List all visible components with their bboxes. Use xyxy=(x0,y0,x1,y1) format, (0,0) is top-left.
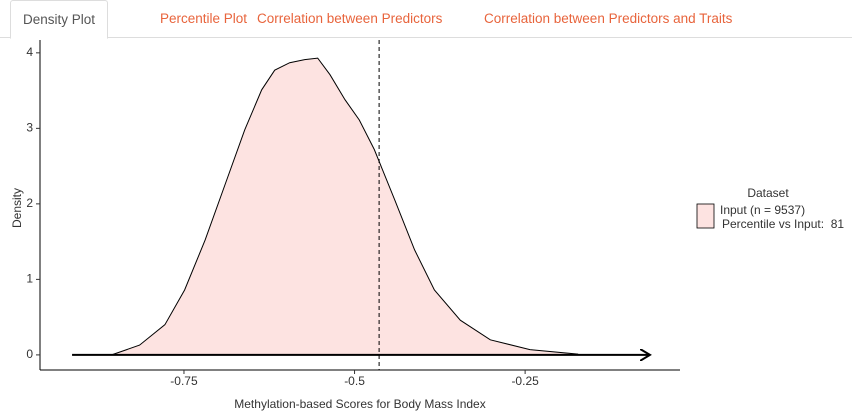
x-tick-label: -0.75 xyxy=(170,374,198,388)
y-tick-label: 1 xyxy=(26,272,33,286)
x-axis-title: Methylation-based Scores for Body Mass I… xyxy=(234,397,485,411)
y-axis-title: Density xyxy=(10,188,24,228)
tab[interactable]: Correlation between Predictors xyxy=(257,11,443,26)
legend-label: Input (n = 9537) xyxy=(720,203,805,217)
x-tick-label: -0.5 xyxy=(344,374,365,388)
tab[interactable]: Percentile Plot xyxy=(160,11,248,26)
legend-note: Percentile vs Input: 81 xyxy=(722,217,844,231)
tab-bar: Density Plot Percentile Plot Correlation b… xyxy=(0,0,852,39)
y-tick-label: 3 xyxy=(26,121,33,135)
y-tick-label: 0 xyxy=(26,347,33,361)
legend-title: Dataset xyxy=(747,186,789,200)
y-tick-label: 4 xyxy=(26,45,33,59)
tab[interactable]: Correlation between Predictors and Trait… xyxy=(484,11,733,26)
legend-swatch xyxy=(696,203,715,229)
density-area xyxy=(111,57,579,356)
x-tick-label: -0.25 xyxy=(511,374,539,388)
y-tick-label: 2 xyxy=(26,196,33,210)
tab[interactable]: Density Plot xyxy=(10,0,109,39)
